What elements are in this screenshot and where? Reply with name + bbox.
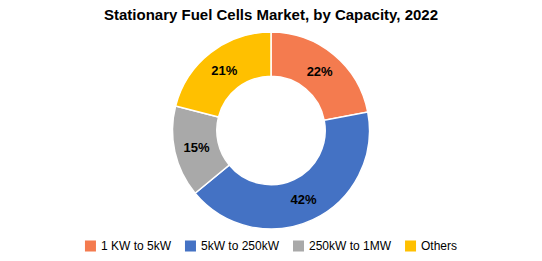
legend-swatch (405, 241, 416, 252)
legend-item: 1 KW to 5kW (85, 239, 172, 253)
data-label: 21% (211, 63, 237, 78)
legend-item: 5kW to 250kW (185, 239, 280, 253)
data-label: 15% (183, 140, 209, 155)
data-labels: 22% 42% 15% 21% (183, 63, 333, 207)
legend-label: Others (421, 239, 457, 253)
chart: Stationary Fuel Cells Market, by Capacit… (0, 0, 542, 261)
legend-item: Others (405, 239, 457, 253)
legend-swatch (185, 241, 196, 252)
slice (176, 32, 271, 117)
legend: 1 KW to 5kW 5kW to 250kW 250kW to 1MW Other… (85, 239, 457, 253)
legend-swatch (293, 241, 304, 252)
slice (173, 106, 230, 193)
plot (173, 32, 370, 229)
legend-label: 5kW to 250kW (201, 239, 280, 253)
legend-item: 250kW to 1MW (293, 239, 392, 253)
slice (271, 32, 368, 120)
legend-label: 250kW to 1MW (309, 239, 392, 253)
data-label: 42% (290, 192, 316, 207)
title: Stationary Fuel Cells Market, by Capacit… (104, 6, 438, 23)
legend-swatch (85, 241, 96, 252)
legend-label: 1 KW to 5kW (101, 239, 172, 253)
data-label: 22% (307, 64, 333, 79)
